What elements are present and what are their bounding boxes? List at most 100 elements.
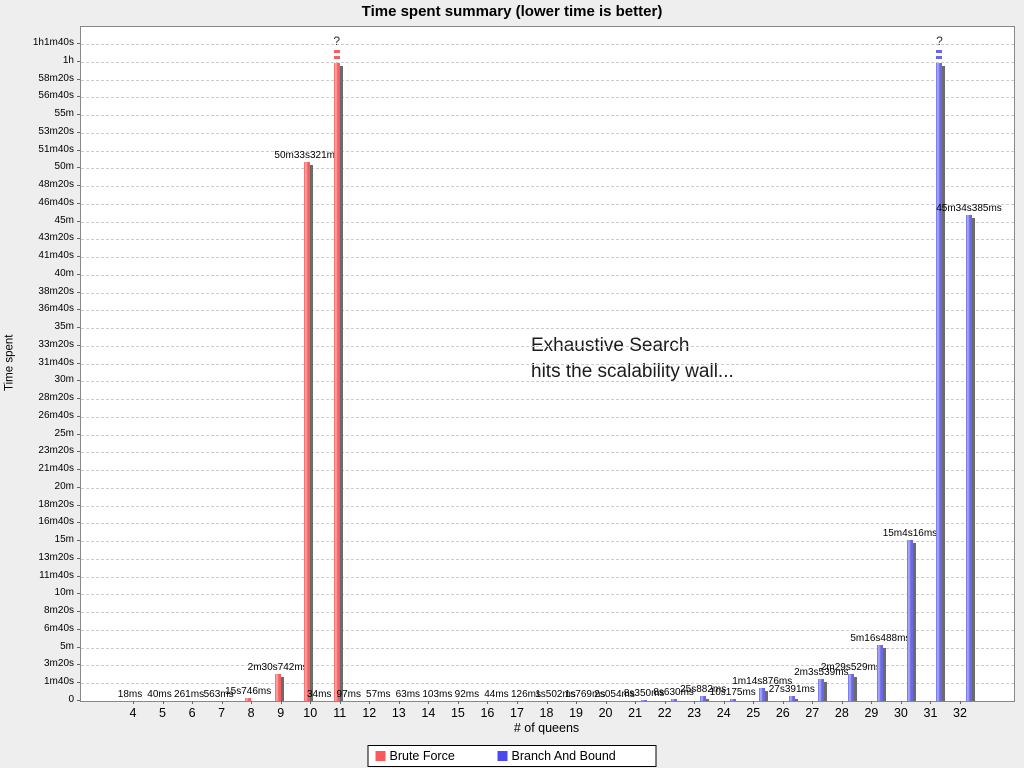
gridline [81,541,1014,543]
gridline [81,168,1014,170]
bar-value-label: 103ms [422,688,453,700]
x-tick-label: 17 [510,706,524,720]
y-tick-label: 55m [54,108,74,120]
bar-value-label: 27s391ms [768,684,815,696]
y-tick-label: 18m20s [38,498,74,510]
bar-value-label: 5m16s488ms [850,632,911,644]
x-axis-title: # of queens [513,721,580,735]
gridline [81,221,1014,223]
y-tick-mark [77,238,80,240]
x-tick-label: 30 [893,706,908,720]
branch-and-bound-bar [700,696,707,701]
x-tick-mark [339,701,341,704]
bar-value-label: 1m14s876ms [732,675,793,687]
gridline [81,576,1014,578]
x-tick-mark [369,701,371,704]
bar-value-label: 15s746ms [225,686,272,698]
branch-and-bound-bar [906,540,913,701]
legend-entry-branch-and-bound: Branch And Bound [497,746,616,766]
gridline [81,150,1014,152]
gridline [81,345,1014,347]
gridline [81,115,1014,117]
x-tick-mark [900,701,902,704]
bar-value-label: 126ms [510,688,541,700]
bar-value-label: 2m29s529ms [820,662,881,674]
y-tick-mark [77,185,80,187]
y-tick-mark [77,344,80,346]
gridline [81,132,1014,134]
y-tick-mark [77,486,80,488]
y-tick-mark [77,646,80,648]
y-tick-label: 1h [62,54,74,66]
x-tick-mark [546,701,548,704]
y-tick-mark [77,78,80,80]
gridline [81,665,1014,667]
y-tick-label: 20m [54,480,74,492]
y-tick-mark [77,415,80,417]
y-tick-mark [77,273,80,275]
x-tick-label: 21 [628,706,643,720]
x-tick-mark [960,701,961,704]
gridline [81,381,1014,383]
bar-value-label: 57ms [366,688,391,700]
y-tick-mark [77,700,80,701]
y-tick-label: 23m20s [38,445,74,457]
y-tick-label: 45m [54,214,74,226]
bar-value-label: 92ms [454,688,480,700]
bar-break-dash [333,56,340,59]
bar-value-label: 8s350ms [623,687,665,699]
x-tick-label: 12 [362,706,377,720]
branch-and-bound-bar [729,699,736,701]
x-tick-label: 9 [277,706,285,720]
x-tick-label: 6 [188,706,196,720]
branch-and-bound-bar-shadow [703,699,710,701]
y-tick-label: 26m40s [38,409,74,421]
branch-and-bound-bar [818,679,825,701]
bar-value-label: 44ms [484,688,509,700]
brute-force-bar-shadow [307,165,314,701]
y-tick-mark [77,291,80,293]
gridline [81,487,1014,489]
x-tick-label: 27 [805,706,820,720]
gridline [81,452,1014,454]
y-tick-mark [77,149,80,151]
y-tick-mark [77,575,80,577]
y-tick-mark [77,220,80,222]
y-tick-mark [77,380,80,382]
y-tick-mark [77,504,80,506]
gridline [81,612,1014,614]
y-tick-label: 56m40s [38,90,74,102]
x-tick-label: 18 [539,706,554,720]
branch-and-bound-bar [788,696,795,701]
x-tick-label: 26 [775,706,790,720]
y-tick-label: 10m [54,587,74,599]
y-tick-label: 0 [68,694,74,705]
x-tick-label: 32 [953,706,967,720]
x-tick-label: 15 [450,706,465,720]
y-tick-mark [77,611,80,613]
y-tick-mark [77,131,80,133]
x-tick-mark [576,701,578,704]
legend-entry-brute-force: Brute Force [369,746,498,766]
x-tick-mark [133,701,134,704]
brute-force-bar [245,698,252,701]
brute-force-bar-shadow [336,66,343,701]
bar-value-label: 63ms [395,688,421,700]
y-tick-label: 13m20s [38,551,74,563]
x-tick-mark [871,701,873,704]
x-tick-mark [664,701,666,704]
x-tick-mark [221,701,223,704]
y-tick-label: 30m [54,374,74,386]
y-tick-label: 21m40s [38,463,74,475]
brute-force-bar-overflow [333,63,340,701]
y-tick-mark [77,451,80,453]
bar-value-label: 2s054ms [594,688,635,700]
x-tick-mark [723,701,725,704]
gridline [81,505,1014,507]
bar-value-label: 40ms [147,688,172,700]
bar-value-label: 50m33s321ms [274,150,340,162]
branch-and-bound-bar-shadow [762,690,769,701]
bar-value-label: 34ms [306,688,332,700]
y-tick-label: 1h1m40s [32,37,74,48]
x-tick-label: 7 [218,706,226,720]
